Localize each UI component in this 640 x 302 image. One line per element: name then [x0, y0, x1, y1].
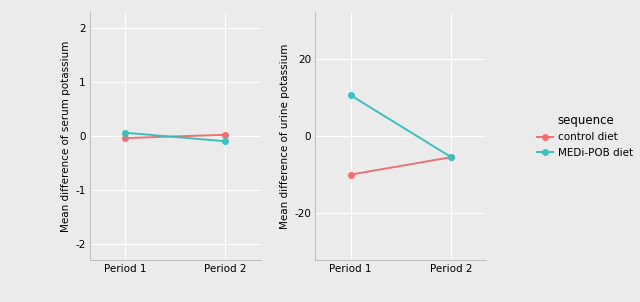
Y-axis label: Mean difference of serum potassium: Mean difference of serum potassium: [61, 40, 71, 232]
Y-axis label: Mean difference of urine potassium: Mean difference of urine potassium: [280, 43, 290, 229]
Legend: control diet, MEDi-POB diet: control diet, MEDi-POB diet: [538, 114, 634, 158]
